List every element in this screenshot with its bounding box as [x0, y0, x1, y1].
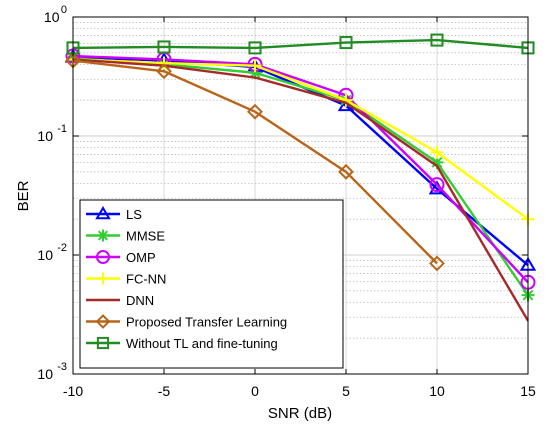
series-dnn — [72, 58, 530, 322]
legend-item-omp: OMP — [86, 250, 156, 265]
legend-marker — [97, 229, 109, 242]
x-axis-label: SNR (dB) — [268, 405, 332, 422]
y-tick-exponent: 0 — [61, 4, 67, 16]
data-point-without-tl-and-fine-tuning — [157, 40, 171, 54]
x-tick-label: -10 — [63, 383, 83, 399]
data-point-without-tl-and-fine-tuning — [248, 41, 262, 55]
x-axis-ticks: -10 -5 0 5 10 15 — [63, 17, 536, 399]
y-tick-base: 10 — [37, 366, 53, 382]
y-tick-base: 10 — [44, 9, 60, 25]
y-tick-base: 10 — [37, 128, 53, 144]
legend-marker — [96, 250, 110, 264]
y-tick-label: -2 10 — [37, 242, 67, 263]
data-point-omp — [429, 177, 445, 193]
x-tick-label: 15 — [520, 383, 536, 399]
data-point-fc-nn — [430, 145, 444, 159]
y-tick-label: -3 10 — [37, 361, 67, 382]
y-tick-exponent: -1 — [57, 123, 67, 135]
legend-marker — [95, 206, 111, 220]
legend-item-dnn: DNN — [86, 293, 154, 308]
x-tick-label: 0 — [251, 383, 259, 399]
data-point-proposed-transfer-learning — [338, 163, 354, 180]
legend-label: LS — [126, 207, 142, 222]
data-point-proposed-transfer-learning — [156, 63, 172, 80]
legend-box — [79, 199, 344, 369]
x-tick-label: 10 — [429, 383, 445, 399]
legend-item-fc-nn: FC-NN — [86, 272, 166, 287]
legend-marker-d — [97, 230, 109, 241]
data-point-without-tl-and-fine-tuning — [430, 33, 444, 47]
series-line-fc-nn — [72, 58, 529, 221]
series-line-dnn — [72, 58, 530, 322]
series-line-without-tl-and-fine-tuning — [72, 38, 529, 50]
legend-label: MMSE — [126, 229, 165, 244]
data-point-mmse-d — [431, 157, 443, 168]
x-tick-label: 5 — [342, 383, 350, 399]
legend-label: Proposed Transfer Learning — [126, 315, 287, 330]
data-point-proposed-transfer-learning — [429, 255, 445, 272]
legend-label: OMP — [126, 250, 156, 265]
series-line-proposed-transfer-learning — [72, 59, 438, 265]
legend-label: DNN — [126, 293, 154, 308]
y-axis-ticks: 010-110-210-310 — [37, 4, 528, 382]
data-point-without-tl-and-fine-tuning — [339, 36, 353, 50]
legend: LS MMSE OMP FC-NN DNN Proposed Transfer Learn… — [79, 199, 344, 369]
legend-item-proposed-transfer-learning: Proposed Transfer Learning — [86, 314, 287, 330]
legend-marker — [97, 272, 109, 285]
data-point-fc-nn — [339, 93, 353, 107]
legend-item-without-tl-and-fine-tuning: Without TL and fine-tuning — [86, 336, 278, 351]
legend-marker — [95, 314, 111, 329]
legend-item-ls: LS — [86, 206, 142, 222]
data-point-fc-nn — [248, 59, 262, 73]
y-tick-base: 10 — [37, 247, 53, 263]
y-tick-exponent: -3 — [57, 361, 67, 373]
legend-marker — [96, 336, 110, 350]
plot-border — [72, 16, 529, 375]
legend-item-mmse: MMSE — [86, 229, 165, 244]
y-axis-label: BER — [15, 180, 32, 211]
data-point-fc-nn — [157, 56, 171, 70]
y-tick-label: -1 10 — [37, 123, 67, 144]
series-line-omp — [72, 54, 529, 284]
data-point-proposed-transfer-learning — [247, 103, 263, 120]
y-tick-exponent: -2 — [57, 242, 67, 254]
legend-label: Without TL and fine-tuning — [126, 336, 278, 351]
legend-label: FC-NN — [126, 272, 166, 287]
x-tick-label: -5 — [158, 383, 171, 399]
y-tick-label: 010 — [44, 4, 67, 25]
